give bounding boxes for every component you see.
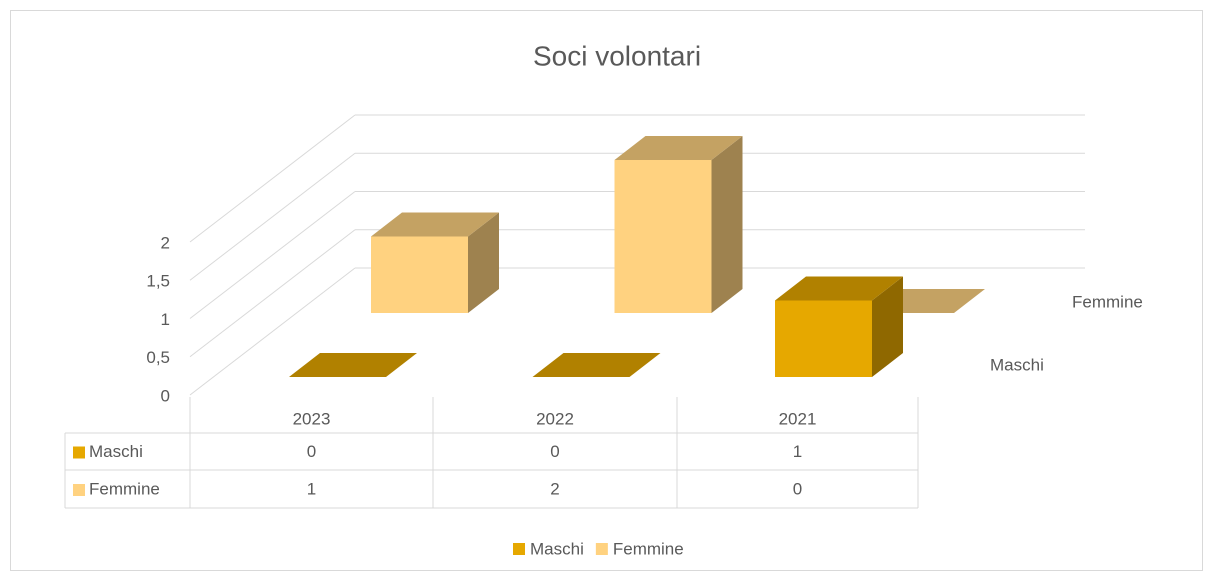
bar-top xyxy=(532,353,661,377)
bar-top xyxy=(775,276,903,301)
bar xyxy=(775,276,903,377)
grid-line xyxy=(189,267,356,396)
y-tick-label: 0 xyxy=(161,386,170,405)
bar-side xyxy=(711,136,743,313)
chart-border xyxy=(10,10,1203,571)
bar-front xyxy=(614,160,712,313)
table-legend-key xyxy=(73,484,85,496)
bar xyxy=(289,353,417,377)
table-cell: 1 xyxy=(793,442,802,461)
bar-top xyxy=(289,353,417,377)
legend-key xyxy=(595,543,608,555)
table-cell: 0 xyxy=(307,442,316,461)
table-legend-key xyxy=(73,446,85,459)
chart-title: Soci volontari xyxy=(533,40,701,71)
x-tick-label: 2023 xyxy=(293,409,331,428)
table-cell: 0 xyxy=(550,442,559,461)
y-tick-label: 1,5 xyxy=(146,272,170,291)
x-tick-label: 2021 xyxy=(779,409,817,428)
table-cell: 2 xyxy=(550,479,559,498)
table-cell: 0 xyxy=(793,479,802,498)
bar xyxy=(371,212,499,313)
bar xyxy=(614,136,743,313)
table-cell: 1 xyxy=(307,479,316,498)
y-tick-label: 0,5 xyxy=(146,348,170,367)
bar-front xyxy=(775,300,872,377)
bar xyxy=(532,353,661,377)
legend-key xyxy=(513,543,525,555)
bar-front xyxy=(371,236,468,313)
depth-axis-label: Maschi xyxy=(990,355,1044,374)
legend-label: Maschi xyxy=(530,539,584,558)
table-row-label: Maschi xyxy=(89,442,143,461)
y-tick-label: 1 xyxy=(161,310,170,329)
grid-line xyxy=(189,114,356,243)
legend-label: Femmine xyxy=(613,539,684,558)
bar-top xyxy=(614,136,743,160)
bar-side xyxy=(468,212,499,313)
y-tick-label: 2 xyxy=(161,233,170,252)
table-row-label: Femmine xyxy=(89,479,160,498)
x-tick-label: 2022 xyxy=(536,409,574,428)
grid-line xyxy=(189,229,356,358)
depth-axis-label: Femmine xyxy=(1072,292,1143,311)
bar-side xyxy=(872,276,903,377)
grid-line xyxy=(189,191,356,319)
grid-line xyxy=(189,152,356,281)
bar-top xyxy=(371,212,499,237)
